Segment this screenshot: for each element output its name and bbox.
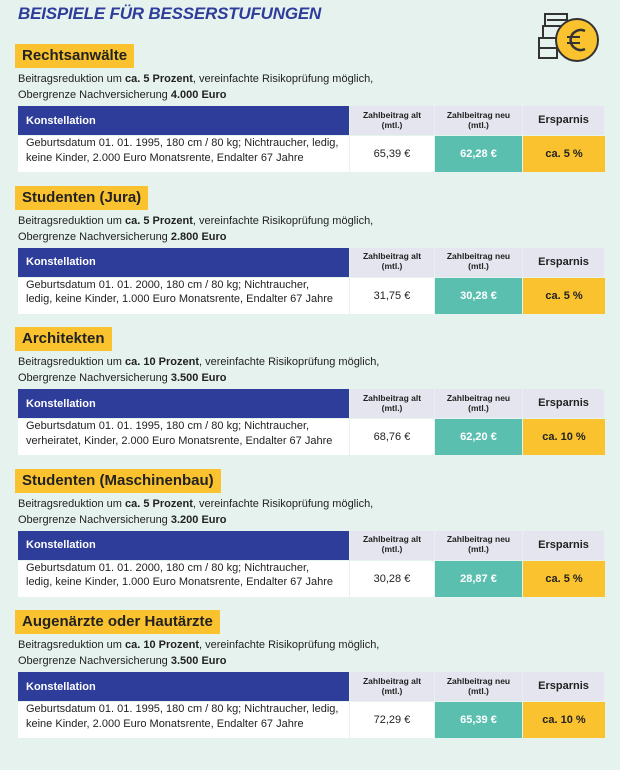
constellation-cell: Geburtsdatum 01. 01. 2000, 180 cm / 80 k… [18, 560, 349, 597]
reduction: ca. 5 Prozent [125, 497, 193, 510]
description-line: Beitragsreduktion um ca. 10 Prozent, ver… [18, 356, 379, 368]
section-heading: Studenten (Jura) [15, 185, 149, 210]
text: , vereinfachte Risikoprüfung möglich, [192, 497, 374, 510]
new-premium: 28,87 € [435, 560, 522, 597]
column-header: Zahlbeitrag alt (mtl.) [350, 106, 434, 135]
text: Obergrenze Nachversicherung [18, 655, 168, 667]
column-header: Zahlbeitrag neu (mtl.) [435, 672, 522, 701]
constellation-cell: Geburtsdatum 01. 01. 1995, 180 cm / 80 k… [18, 702, 349, 738]
text: Beitragsreduktion um [18, 73, 122, 85]
description-line: Obergrenze Nachversicherung 2.800 Euro [18, 231, 227, 243]
column-header: Ersparnis [523, 389, 604, 418]
old-premium: 72,29 € [350, 702, 434, 738]
description-line: Obergrenze Nachversicherung 3.500 Euro [18, 655, 227, 667]
column-header: Konstellation [18, 389, 349, 418]
new-premium: 62,20 € [435, 419, 522, 455]
text: Obergrenze Nachversicherung [18, 372, 168, 384]
text: Obergrenze Nachversicherung [18, 89, 168, 101]
constellation-line: ledig, keine Kinder, 1.000 Euro Monatsre… [26, 293, 333, 306]
column-header: Zahlbeitrag alt (mtl.) [350, 530, 434, 560]
column-header: Konstellation [18, 530, 349, 560]
description-line: Beitragsreduktion um ca. 5 Prozent, vere… [18, 215, 373, 227]
saving: ca. 5 % [523, 136, 605, 172]
constellation-line: Geburtsdatum 01. 01. 1995, 180 cm / 80 k… [26, 137, 339, 149]
constellation-line: Geburtsdatum 01. 01. 2000, 180 cm / 80 k… [26, 278, 310, 291]
constellation-line: Geburtsdatum 01. 01. 1995, 180 cm / 80 k… [26, 703, 339, 715]
text: Beitragsreduktion um [18, 497, 122, 510]
column-header: Ersparnis [523, 106, 604, 135]
section-heading: Studenten (Maschinenbau) [15, 468, 221, 493]
column-header: Zahlbeitrag neu (mtl.) [435, 389, 522, 418]
reduction: ca. 10 Prozent [125, 356, 199, 368]
old-premium: 68,76 € [350, 419, 434, 455]
new-premium: 62,28 € [435, 136, 522, 172]
column-header: Zahlbeitrag alt (mtl.) [350, 247, 434, 277]
saving: ca. 5 % [523, 277, 605, 314]
old-premium: 65,39 € [350, 136, 434, 172]
text: , vereinfachte Risikoprüfung möglich, [199, 639, 380, 651]
old-premium: 31,75 € [350, 277, 434, 314]
constellation-line: ledig, keine Kinder, 1.000 Euro Monatsre… [26, 576, 333, 589]
column-header: Konstellation [18, 247, 349, 277]
column-header: Ersparnis [523, 672, 604, 701]
text: Beitragsreduktion um [18, 214, 122, 227]
description-line: Beitragsreduktion um ca. 10 Prozent, ver… [18, 639, 379, 651]
saving: ca. 10 % [523, 419, 605, 455]
section-heading: Rechtsanwälte [15, 44, 135, 68]
constellation-line: Geburtsdatum 01. 01. 2000, 180 cm / 80 k… [26, 561, 310, 574]
constellation-line: Geburtsdatum 01. 01. 1995, 180 cm / 80 k… [26, 420, 310, 432]
text: Beitragsreduktion um [18, 356, 122, 368]
column-header: Ersparnis [523, 530, 604, 560]
euro-icon [538, 13, 599, 62]
section-heading: Augenärzte oder Hautärzte [15, 610, 220, 634]
text: Beitragsreduktion um [18, 639, 122, 651]
reduction: ca. 5 Prozent [125, 214, 193, 227]
page-title: BEISPIELE FÜR BESSERSTUFUNGEN [18, 4, 322, 23]
text: , vereinfachte Risikoprüfung möglich, [192, 214, 374, 227]
saving: ca. 10 % [523, 702, 605, 738]
reduction: ca. 5 Prozent [125, 73, 193, 85]
column-header: Zahlbeitrag neu (mtl.) [435, 247, 522, 277]
description-line: Beitragsreduktion um ca. 5 Prozent, vere… [18, 73, 373, 85]
old-premium: 30,28 € [350, 560, 434, 597]
column-header: Zahlbeitrag alt (mtl.) [350, 672, 434, 701]
reduction: ca. 10 Prozent [125, 639, 199, 651]
constellation-cell: Geburtsdatum 01. 01. 1995, 180 cm / 80 k… [18, 419, 349, 455]
column-header: Konstellation [18, 672, 349, 701]
description-line: Obergrenze Nachversicherung 4.000 Euro [18, 89, 227, 101]
limit: 2.800 Euro [170, 230, 227, 243]
constellation-line: keine Kinder, 2.000 Euro Monatsrente, En… [26, 717, 304, 730]
description-line: Beitragsreduktion um ca. 5 Prozent, vere… [18, 498, 373, 510]
limit: 3.500 Euro [170, 372, 227, 384]
column-header: Konstellation [18, 106, 349, 135]
description-line: Obergrenze Nachversicherung 3.200 Euro [18, 514, 227, 526]
limit: 3.200 Euro [170, 513, 227, 526]
constellation-cell: Geburtsdatum 01. 01. 2000, 180 cm / 80 k… [18, 277, 349, 314]
new-premium: 30,28 € [435, 277, 522, 314]
saving: ca. 5 % [523, 560, 605, 597]
column-header: Ersparnis [523, 247, 604, 277]
column-header: Zahlbeitrag neu (mtl.) [435, 106, 522, 135]
constellation-line: verheiratet, Kinder, 2.000 Euro Monatsre… [26, 434, 333, 447]
constellation-cell: Geburtsdatum 01. 01. 1995, 180 cm / 80 k… [18, 136, 349, 172]
new-premium: 65,39 € [435, 702, 522, 738]
text: , vereinfachte Risikoprüfung möglich, [199, 356, 380, 368]
text: Obergrenze Nachversicherung [18, 513, 168, 526]
section-heading: Architekten [15, 327, 112, 351]
limit: 3.500 Euro [170, 655, 227, 667]
description-line: Obergrenze Nachversicherung 3.500 Euro [18, 372, 227, 384]
limit: 4.000 Euro [170, 89, 227, 101]
text: Obergrenze Nachversicherung [18, 230, 168, 243]
constellation-line: keine Kinder, 2.000 Euro Monatsrente, En… [26, 151, 304, 164]
column-header: Zahlbeitrag neu (mtl.) [435, 530, 522, 560]
text: , vereinfachte Risikoprüfung möglich, [192, 73, 374, 85]
column-header: Zahlbeitrag alt (mtl.) [350, 389, 434, 418]
